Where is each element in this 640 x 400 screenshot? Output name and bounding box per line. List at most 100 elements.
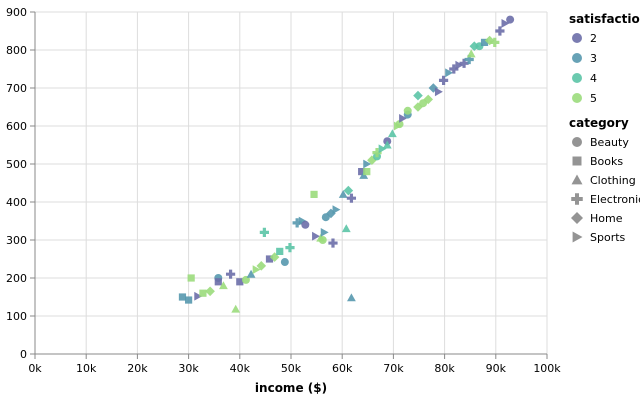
data-point	[199, 289, 207, 297]
y-tick-label: 800	[6, 44, 27, 57]
data-point	[301, 220, 310, 229]
y-axis-ticks: 0 100 200 300 400 500 600 700 800 900	[6, 6, 35, 361]
data-point	[231, 304, 241, 313]
data-point	[466, 49, 476, 58]
y-tick-label: 600	[6, 120, 27, 133]
data-point	[413, 90, 423, 101]
legend-color-label: 4	[590, 72, 597, 85]
data-point	[459, 58, 469, 68]
legend-shape-swatch	[571, 212, 583, 224]
legend-shape-swatch	[571, 174, 583, 185]
shape-legend-items: Beauty Books Clothing Electronics Home Sports	[571, 136, 640, 244]
data-point	[185, 296, 193, 304]
data-point	[438, 75, 449, 85]
data-point	[372, 148, 382, 158]
data-point	[347, 293, 356, 302]
data-point	[320, 228, 329, 237]
data-point	[363, 168, 371, 176]
data-point	[490, 37, 500, 47]
data-point	[246, 269, 256, 278]
data-point	[219, 281, 228, 290]
data-point	[285, 243, 295, 253]
data-point	[225, 269, 236, 279]
data-point	[449, 64, 459, 74]
data-point	[346, 193, 357, 203]
data-point	[419, 99, 428, 108]
shape-legend-title: category	[569, 116, 629, 130]
data-point	[256, 261, 267, 271]
legend: satisfaction 2 3 4 5 category Beauty Books Cl…	[569, 12, 640, 244]
x-tick-label: 100k	[533, 362, 561, 375]
data-point	[506, 15, 515, 24]
data-point	[399, 114, 408, 123]
data-point	[194, 291, 203, 301]
legend-shape-label: Beauty	[590, 136, 629, 149]
legend-color-label: 5	[590, 92, 597, 105]
data-point	[501, 19, 510, 28]
data-point	[280, 258, 289, 267]
data-point	[445, 68, 454, 78]
legend-color-label: 3	[590, 52, 597, 65]
data-point	[387, 129, 397, 138]
x-tick-label: 30k	[178, 362, 199, 375]
data-point	[241, 275, 250, 284]
data-point	[292, 218, 302, 228]
legend-shape-label: Clothing	[590, 174, 636, 187]
data-point	[332, 205, 341, 214]
y-tick-label: 300	[6, 234, 27, 247]
legend-shape-swatch	[572, 137, 582, 147]
data-point	[423, 94, 434, 105]
legend-shape-label: Sports	[590, 231, 626, 244]
data-point	[310, 190, 318, 198]
x-tick-label: 60k	[332, 362, 353, 375]
x-axis-title: income ($)	[255, 381, 327, 395]
data-point	[252, 265, 261, 275]
color-legend-title: satisfaction	[569, 12, 640, 26]
data-point	[338, 190, 348, 198]
legend-shape-label: Electronics	[590, 193, 640, 206]
data-point	[265, 255, 274, 263]
legend-color-swatch	[572, 53, 582, 63]
data-point	[259, 227, 269, 237]
x-tick-label: 70k	[383, 362, 404, 375]
legend-color-label: 2	[590, 32, 597, 45]
legend-color-swatch	[572, 33, 582, 43]
data-point	[269, 252, 280, 262]
data-point	[378, 144, 387, 154]
x-axis-ticks: 0k 10k 20k 30k 40k 50k 60k 70k 80k 90k 100k	[28, 354, 561, 375]
x-tick-label: 10k	[76, 362, 97, 375]
data-point	[367, 155, 377, 165]
x-tick-label: 50k	[281, 362, 302, 375]
data-point	[178, 293, 187, 301]
x-tick-label: 0k	[28, 362, 42, 375]
legend-color-swatch	[572, 93, 582, 103]
y-tick-label: 200	[6, 272, 27, 285]
data-point	[455, 60, 464, 70]
data-point	[480, 38, 489, 46]
data-point	[382, 140, 392, 149]
y-tick-label: 500	[6, 158, 27, 171]
data-point	[328, 238, 338, 248]
y-tick-label: 400	[6, 196, 27, 209]
data-point	[312, 231, 320, 241]
legend-shape-swatch	[572, 156, 582, 166]
data-point	[495, 26, 505, 36]
data-point	[341, 224, 351, 233]
data-point	[276, 247, 284, 255]
data-point	[205, 286, 215, 297]
data-point	[395, 120, 404, 129]
data-point	[484, 35, 495, 46]
data-point	[363, 159, 372, 169]
legend-shape-swatch	[572, 231, 583, 243]
legend-shape-label: Books	[590, 155, 623, 168]
legend-shape-label: Home	[590, 212, 623, 225]
legend-shape-swatch	[571, 193, 583, 205]
x-tick-label: 20k	[127, 362, 148, 375]
data-point	[187, 274, 195, 282]
x-tick-label: 40k	[230, 362, 251, 375]
y-tick-label: 0	[20, 348, 27, 361]
y-tick-label: 100	[6, 310, 27, 323]
data-point	[236, 278, 244, 286]
data-point	[321, 213, 330, 222]
